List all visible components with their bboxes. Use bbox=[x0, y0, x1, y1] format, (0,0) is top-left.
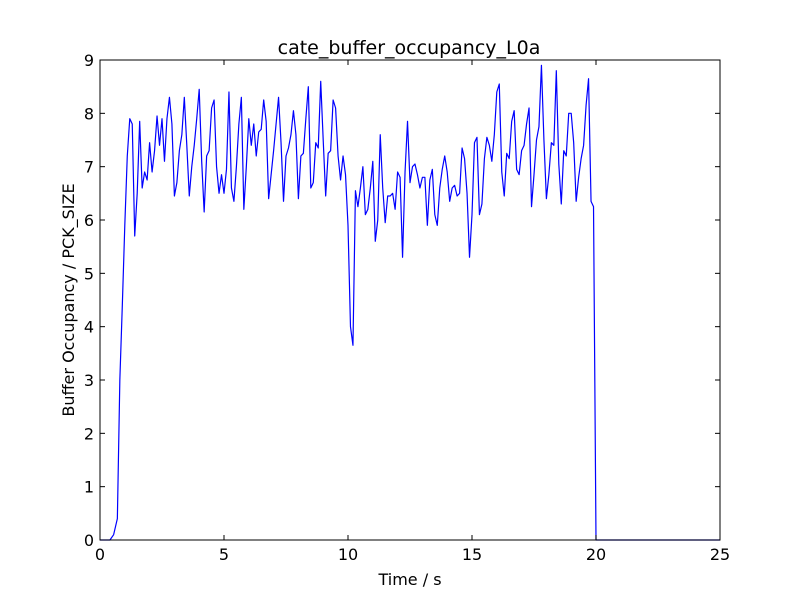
x-tick-label: 25 bbox=[710, 545, 730, 564]
x-tick-label: 15 bbox=[462, 545, 482, 564]
ticks-layer: 0 5 10 15 20 25 0 1 2 3 4 5 6 7 8 9 bbox=[84, 51, 730, 564]
x-tick-label: 20 bbox=[586, 545, 606, 564]
y-tick-label: 6 bbox=[84, 211, 94, 230]
x-tick-label: 5 bbox=[219, 545, 229, 564]
y-tick-label: 4 bbox=[84, 318, 94, 337]
y-tick-label: 3 bbox=[84, 371, 94, 390]
chart-title: cate_buffer_occupancy_L0a bbox=[278, 37, 541, 59]
y-tick-label: 2 bbox=[84, 424, 94, 443]
plot-frame bbox=[99, 59, 721, 541]
plot-background bbox=[100, 60, 720, 540]
series-layer bbox=[100, 64, 720, 541]
y-tick-label: 1 bbox=[84, 478, 94, 497]
x-tick-label: 0 bbox=[95, 545, 105, 564]
y-tick-label: 0 bbox=[84, 531, 94, 550]
y-tick-label: 8 bbox=[84, 104, 94, 123]
y-tick-label: 5 bbox=[84, 264, 94, 283]
plot-area bbox=[99, 59, 721, 541]
y-axis-title: Buffer Occupancy / PCK_SIZE bbox=[59, 183, 79, 416]
x-axis-title: Time / s bbox=[377, 570, 441, 589]
series-line bbox=[100, 64, 720, 541]
y-tick-label: 9 bbox=[84, 51, 94, 70]
y-tick-label: 7 bbox=[84, 158, 94, 177]
x-tick-label: 10 bbox=[338, 545, 358, 564]
